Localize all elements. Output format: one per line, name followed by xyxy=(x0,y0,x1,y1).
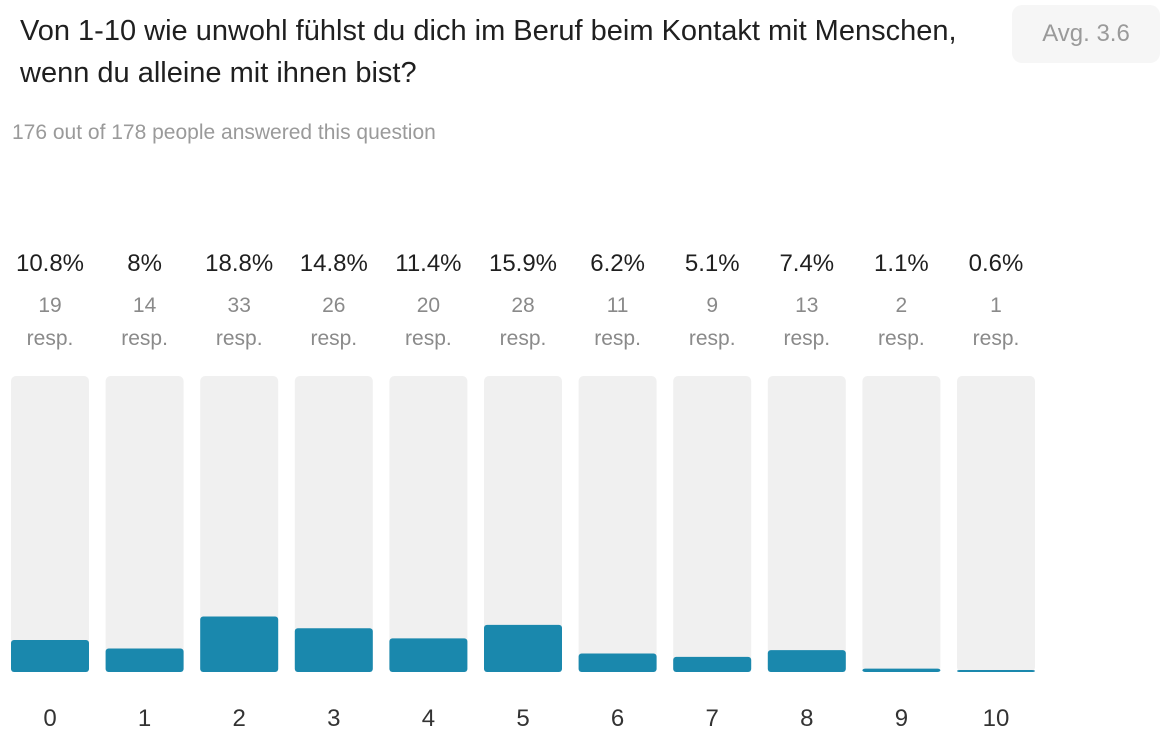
bar-track xyxy=(200,376,279,672)
bar-track xyxy=(673,376,752,672)
resp-label: resp. xyxy=(878,327,925,350)
x-tick-label: 1 xyxy=(138,705,151,732)
resp-label: resp. xyxy=(405,327,452,350)
x-tick-label: 6 xyxy=(611,705,624,732)
x-tick-label: 3 xyxy=(327,705,340,732)
bar xyxy=(578,653,657,672)
resp-label: resp. xyxy=(216,327,263,350)
rating-bar-chart: 10.8%19resp.08%14resp.118.8%33resp.214.8… xyxy=(11,250,1035,732)
answered-count: 176 out of 178 people answered this ques… xyxy=(12,121,436,144)
count-label: 1 xyxy=(990,294,1002,317)
bar-track xyxy=(11,376,89,672)
bar-track xyxy=(105,376,184,672)
resp-label: resp. xyxy=(27,327,74,350)
bar xyxy=(105,648,184,672)
percent-label: 5.1% xyxy=(685,250,740,277)
count-label: 2 xyxy=(896,294,908,317)
bar-track xyxy=(767,376,846,672)
bar xyxy=(294,628,373,672)
resp-label: resp. xyxy=(594,327,641,350)
question-title: Von 1-10 wie unwohl fühlst du dich im Be… xyxy=(20,15,957,89)
x-tick-label: 9 xyxy=(895,705,908,732)
bar-track xyxy=(389,376,468,672)
bar-track xyxy=(578,376,657,672)
bar-track xyxy=(862,376,941,672)
resp-label: resp. xyxy=(783,327,830,350)
percent-label: 18.8% xyxy=(205,250,273,277)
count-label: 19 xyxy=(38,294,61,317)
bar xyxy=(767,650,846,672)
percent-label: 1.1% xyxy=(874,250,929,277)
bar-track xyxy=(957,376,1035,672)
percent-label: 8% xyxy=(127,250,162,277)
x-tick-label: 4 xyxy=(422,705,435,732)
resp-label: resp. xyxy=(121,327,168,350)
percent-label: 14.8% xyxy=(300,250,368,277)
bar xyxy=(200,616,279,672)
bar xyxy=(673,656,752,672)
bar xyxy=(862,668,941,672)
count-label: 14 xyxy=(133,294,157,317)
x-tick-label: 5 xyxy=(516,705,529,732)
bar xyxy=(389,638,468,672)
resp-label: resp. xyxy=(973,327,1020,350)
bar xyxy=(11,640,89,672)
average-badge: Avg. 3.6 xyxy=(1012,5,1160,63)
bar-track xyxy=(294,376,373,672)
count-label: 13 xyxy=(795,294,818,317)
count-label: 11 xyxy=(607,294,629,317)
count-label: 28 xyxy=(511,294,534,317)
count-label: 26 xyxy=(322,294,345,317)
x-tick-label: 10 xyxy=(983,705,1010,732)
percent-label: 11.4% xyxy=(395,250,461,277)
count-label: 20 xyxy=(417,294,440,317)
x-tick-label: 0 xyxy=(43,705,56,732)
count-label: 33 xyxy=(228,294,251,317)
count-label: 9 xyxy=(706,294,718,317)
bar-track xyxy=(484,376,562,672)
x-tick-label: 7 xyxy=(706,705,719,732)
bar xyxy=(484,624,562,672)
resp-label: resp. xyxy=(310,327,357,350)
percent-label: 6.2% xyxy=(590,250,645,277)
resp-label: resp. xyxy=(689,327,736,350)
x-tick-label: 8 xyxy=(800,705,813,732)
percent-label: 0.6% xyxy=(969,250,1024,277)
x-tick-label: 2 xyxy=(233,705,246,732)
resp-label: resp. xyxy=(500,327,547,350)
bar xyxy=(957,670,1035,672)
percent-label: 10.8% xyxy=(16,250,84,277)
percent-label: 7.4% xyxy=(779,250,834,277)
percent-label: 15.9% xyxy=(489,250,557,277)
